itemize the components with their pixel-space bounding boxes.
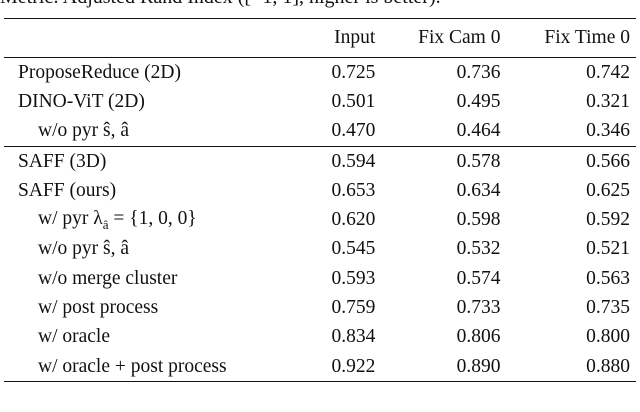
cell: 0.464 <box>456 120 501 142</box>
cell: 0.800 <box>586 326 630 348</box>
row-label: w/o merge cluster <box>4 264 307 293</box>
row-label: w/ pyr λâ = {1, 0, 0} <box>4 205 307 234</box>
label-text: w/ oracle <box>38 326 111 348</box>
cell: 0.598 <box>456 209 501 231</box>
cell: 0.653 <box>331 179 376 201</box>
label-text: w/ oracle + post process <box>38 355 227 377</box>
cell: 0.736 <box>456 61 501 83</box>
cell: 0.880 <box>506 351 636 383</box>
label-rest: = {1, 0, 0} <box>108 207 197 229</box>
cell: 0.470 <box>331 120 376 142</box>
row-label: w/ post process <box>4 293 307 322</box>
corner <box>4 18 308 58</box>
label-text: w/o pyr ŝ, â <box>38 120 129 142</box>
label-text: SAFF (ours) <box>18 179 117 201</box>
cell: 0.346 <box>586 120 630 142</box>
row-label: SAFF (3D) <box>4 145 308 177</box>
cell: 0.566 <box>506 145 636 177</box>
row-label: DINO-ViT (2D) <box>4 87 307 116</box>
cell: 0.620 <box>331 209 376 231</box>
cell: 0.532 <box>456 238 501 260</box>
cell: 0.578 <box>381 145 507 177</box>
label-text: w/o merge cluster <box>38 267 178 289</box>
cell: 0.521 <box>586 238 630 260</box>
cell: 0.759 <box>331 297 376 319</box>
row-label: w/o pyr ŝ, â <box>4 235 307 264</box>
row-label: w/o pyr ŝ, â <box>4 117 307 147</box>
table-row: w/o pyr ŝ, â 0.470 0.464 0.346 <box>4 117 636 147</box>
cell: 0.922 <box>307 351 382 383</box>
table-row: w/ pyr λâ = {1, 0, 0} 0.620 0.598 0.592 <box>4 205 636 234</box>
cell: 0.545 <box>331 238 376 260</box>
column-header: Fix Cam 0 <box>381 18 507 58</box>
header-row: Input Fix Cam 0 Fix Time 0 <box>4 18 636 58</box>
label-text: ProposeReduce (2D) <box>18 61 181 83</box>
cell: 0.625 <box>586 179 630 201</box>
row-label: w/ oracle <box>4 323 307 352</box>
label-text: DINO-ViT (2D) <box>18 90 145 112</box>
table-row: SAFF (ours) 0.653 0.634 0.625 <box>4 176 636 205</box>
cell: 0.593 <box>331 267 376 289</box>
table-row: w/ oracle 0.834 0.806 0.800 <box>4 323 636 352</box>
table-row: w/ oracle + post process 0.922 0.890 0.880 <box>4 351 636 383</box>
cell: 0.834 <box>331 326 376 348</box>
cell: 0.733 <box>456 297 501 319</box>
label-text: SAFF (3D) <box>18 150 107 172</box>
cell: 0.634 <box>456 179 501 201</box>
cell: 0.321 <box>586 90 630 112</box>
cell: 0.742 <box>586 61 630 83</box>
table-row: w/o pyr ŝ, â 0.545 0.532 0.521 <box>4 235 636 264</box>
row-group: ProposeReduce (2D) 0.725 0.736 0.742 DINO-Vi… <box>4 58 636 147</box>
cell: 0.890 <box>381 351 507 383</box>
table-row: DINO-ViT (2D) 0.501 0.495 0.321 <box>4 87 636 116</box>
results-table: Input Fix Cam 0 Fix Time 0 ProposeReduce (… <box>4 18 636 383</box>
label-text: w/o pyr ŝ, â <box>38 238 129 260</box>
label-text: w/ post process <box>38 297 159 319</box>
caption: Metric: Adjusted Rand Index ([−1, 1], hi… <box>0 0 441 9</box>
row-group: SAFF (3D) 0.594 0.578 0.566 SAFF (ours) 0.653… <box>4 145 636 383</box>
cell: 0.501 <box>331 90 376 112</box>
table-row: w/ post process 0.759 0.733 0.735 <box>4 293 636 322</box>
cell: 0.574 <box>456 267 501 289</box>
label-text: w/ pyr λ <box>38 207 103 229</box>
label-subscript: â <box>102 216 109 232</box>
cell: 0.495 <box>456 90 501 112</box>
row-label: w/ oracle + post process <box>4 351 308 383</box>
table-row: w/o merge cluster 0.593 0.574 0.563 <box>4 264 636 293</box>
cell: 0.806 <box>456 326 501 348</box>
cell: 0.563 <box>586 267 630 289</box>
row-label: SAFF (ours) <box>4 176 307 205</box>
cell: 0.592 <box>586 209 630 231</box>
row-label: ProposeReduce (2D) <box>4 58 307 88</box>
cell: 0.735 <box>586 297 630 319</box>
column-header: Fix Time 0 <box>506 18 636 58</box>
table-row: SAFF (3D) 0.594 0.578 0.566 <box>4 145 636 177</box>
column-header: Input <box>307 18 382 58</box>
cell: 0.725 <box>331 61 376 83</box>
table-row: ProposeReduce (2D) 0.725 0.736 0.742 <box>4 58 636 88</box>
cell: 0.594 <box>307 145 382 177</box>
